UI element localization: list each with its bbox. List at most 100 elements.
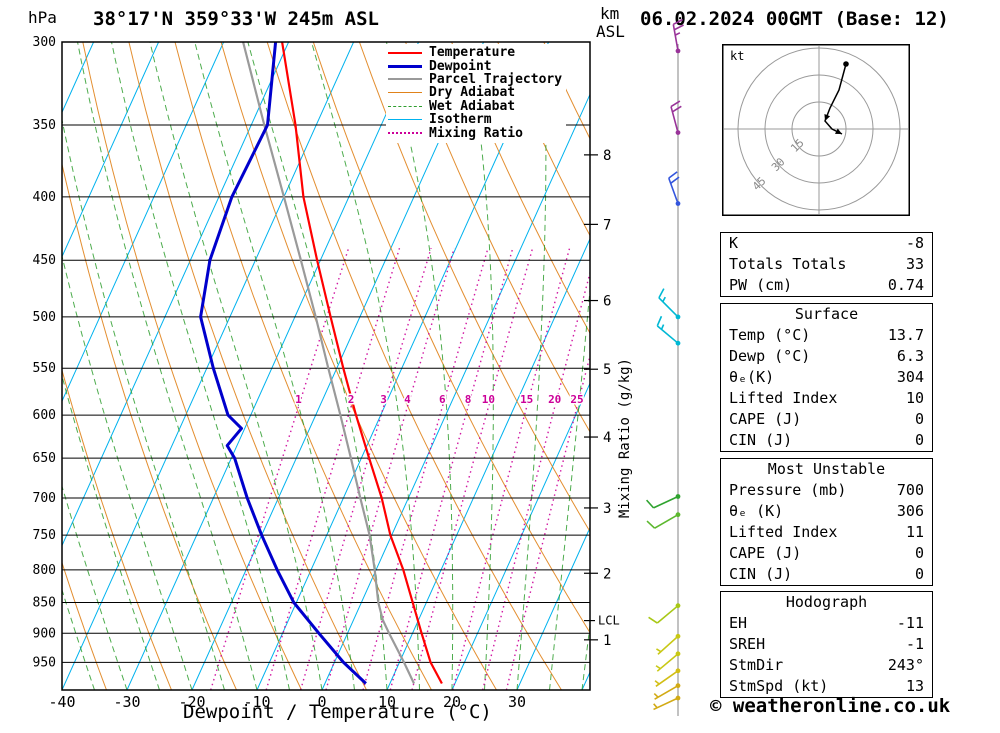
legend-line-sample xyxy=(388,92,422,94)
stat-row: Totals Totals 33 xyxy=(721,254,932,275)
pressure-tick-label: 300 xyxy=(33,35,56,50)
legend-label: Isotherm xyxy=(429,112,492,128)
stat-value: 304 xyxy=(896,368,924,386)
pressure-tick-label: 800 xyxy=(33,563,56,578)
dewpoint-line xyxy=(199,42,367,685)
km-axis: 1 2 3 4 5 6 7 8 LCL xyxy=(584,148,620,649)
sounding-profiles xyxy=(199,42,443,685)
mixing-ratio-axis-label: Mixing Ratio (g/kg) xyxy=(617,358,633,519)
wind-barb xyxy=(645,494,681,509)
hodograph-border xyxy=(722,44,910,216)
stat-label: CIN (J) xyxy=(729,431,793,449)
stat-label: Lifted Index xyxy=(729,389,838,407)
stat-row: StmDir 243° xyxy=(721,655,932,676)
copyright-credit: © weatheronline.co.uk xyxy=(710,695,951,717)
stat-value: 11 xyxy=(905,523,924,541)
temperature-tick-label: -10 xyxy=(243,693,270,711)
wind-barb xyxy=(658,288,681,320)
legend-label: Dry Adiabat xyxy=(429,85,516,101)
km-tick-label: 8 xyxy=(603,148,611,164)
stat-label: Totals Totals xyxy=(729,255,847,273)
stat-value: -8 xyxy=(905,234,924,252)
stat-value: 0 xyxy=(914,410,924,428)
temperature-tick-label: -20 xyxy=(178,693,205,711)
datetime-title: 06.02.2024 00GMT (Base: 12) xyxy=(640,8,949,30)
pressure-tick-label: 500 xyxy=(33,310,56,325)
stat-value: 6.3 xyxy=(896,347,924,365)
stat-value: 0.74 xyxy=(887,276,924,294)
legend-item: Isotherm xyxy=(388,113,562,126)
legend-item: Parcel Trajectory xyxy=(388,73,562,86)
stat-label: Lifted Index xyxy=(729,523,838,541)
legend-label: Parcel Trajectory xyxy=(429,71,563,87)
hodograph-arrowhead xyxy=(835,128,842,134)
temperature-tick-label: 20 xyxy=(443,693,461,711)
mixing-ratio-label: 4 xyxy=(404,393,411,406)
stat-row: Temp (°C) 13.7 xyxy=(721,325,932,346)
mixing-ratio-label: 3 xyxy=(380,393,387,406)
x-axis-label: Dewpoint / Temperature (°C) xyxy=(183,701,492,723)
indices-panel: K -8 Totals Totals 33 PW (cm) 0.74 xyxy=(720,232,933,297)
temperature-axis-labels: -40 -30 -20 -10 0 10 20 30 xyxy=(48,693,526,711)
stat-row: θₑ(K) 304 xyxy=(721,367,932,388)
stat-value: 0 xyxy=(914,544,924,562)
temperature-tick-label: 0 xyxy=(317,693,326,711)
pressure-tick-label: 950 xyxy=(33,655,56,670)
temperature-tick-label: -40 xyxy=(48,693,75,711)
legend-item: Dewpoint xyxy=(388,59,562,73)
wind-barb xyxy=(656,315,681,346)
parcel-trajectory-line xyxy=(242,42,415,684)
wind-barb xyxy=(653,683,681,700)
km-tick-label: 6 xyxy=(603,294,611,310)
pressure-tick-label: 750 xyxy=(33,528,56,543)
hodograph-trace-start-dot xyxy=(843,61,849,67)
km-tick-label: 2 xyxy=(603,566,611,582)
hodograph-unit-label: kt xyxy=(730,49,744,63)
pressure-tick-label: 400 xyxy=(33,190,56,205)
wet-adiabat-lines xyxy=(62,42,590,690)
temperature-line xyxy=(281,42,443,685)
legend-item: Dry Adiabat xyxy=(388,86,562,99)
km-tick-label: 7 xyxy=(603,217,611,233)
mixing-ratio-lines xyxy=(210,247,590,690)
isotherm-lines xyxy=(62,42,590,690)
stat-row: K -8 xyxy=(721,233,932,254)
mixing-ratio-label: 6 xyxy=(439,393,446,406)
hodograph-trace xyxy=(824,63,847,135)
wind-level-dot xyxy=(675,130,681,136)
legend-label: Wet Adiabat xyxy=(429,98,516,114)
wind-barb xyxy=(668,171,681,206)
pressure-tick-label: 550 xyxy=(33,361,56,376)
pressure-tick-label: 850 xyxy=(33,596,56,611)
stat-row: Lifted Index 10 xyxy=(721,388,932,409)
hodograph-arrowhead xyxy=(824,114,831,121)
stat-row: SREH -1 xyxy=(721,634,932,655)
stat-row: EH -11 xyxy=(721,613,932,634)
legend-item: Mixing Ratio xyxy=(388,126,562,140)
stat-value: 243° xyxy=(887,656,924,674)
pressure-axis-labels: 300 350 400 450 500 550 600 650 700 750 800 850 900 9… xyxy=(33,35,56,670)
legend-line-sample xyxy=(388,64,422,68)
wind-barb xyxy=(656,633,681,655)
pressure-tick-label: 350 xyxy=(33,118,56,133)
stat-row: CIN (J) 0 xyxy=(721,430,932,451)
pressure-tick-label: 900 xyxy=(33,626,56,641)
stat-label: CAPE (J) xyxy=(729,410,802,428)
wind-barb xyxy=(672,18,684,54)
surface-panel: Surface Temp (°C) 13.7 Dewp (°C) 6.3 θₑ(K)… xyxy=(720,303,933,452)
stat-row: θₑ (K) 306 xyxy=(721,501,932,522)
legend-label: Temperature xyxy=(429,45,516,61)
pressure-tick-label: 650 xyxy=(33,451,56,466)
legend-line-sample xyxy=(388,78,422,81)
stat-value: 306 xyxy=(896,502,924,520)
station-title: 38°17'N 359°33'W 245m ASL xyxy=(93,8,379,30)
wind-barb xyxy=(670,100,682,136)
mixing-ratio-label: 8 xyxy=(465,393,472,406)
wind-barb xyxy=(654,668,681,687)
wind-barb xyxy=(653,695,681,711)
temperature-tick-label: -30 xyxy=(113,693,140,711)
stat-label: StmSpd (kt) xyxy=(729,677,829,695)
